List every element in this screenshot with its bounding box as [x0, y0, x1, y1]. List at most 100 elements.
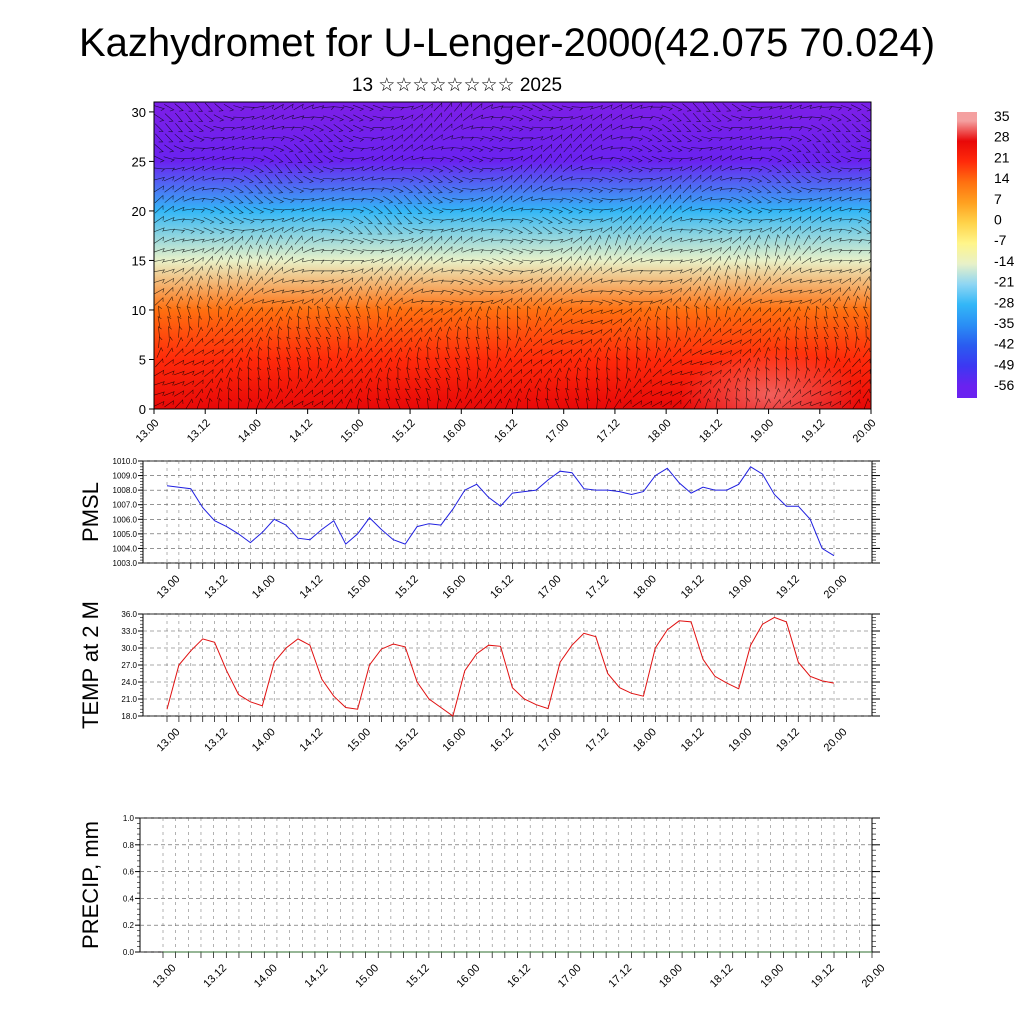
wind-barb	[365, 285, 373, 297]
wind-barb	[554, 367, 562, 379]
wind-barb	[864, 336, 870, 348]
wind-barb	[362, 165, 374, 171]
wind-barb	[184, 102, 194, 112]
wind-barb	[462, 217, 474, 223]
wind-barb	[791, 267, 802, 274]
wind-barb	[552, 349, 563, 356]
wind-barb	[582, 123, 592, 132]
wind-barb	[744, 367, 751, 379]
wind-barb	[243, 115, 255, 120]
wind-barb	[154, 176, 165, 182]
wind-barb	[512, 258, 524, 265]
wind-barb	[731, 145, 743, 151]
wind-barb	[472, 114, 484, 120]
wind-barb	[303, 207, 315, 212]
wind-barb	[611, 135, 623, 141]
wind-barb	[154, 247, 165, 253]
wind-barb	[810, 116, 823, 121]
wind-barb	[815, 305, 820, 318]
wind-barb	[432, 146, 444, 151]
wind-barb	[830, 259, 843, 264]
wind-barb	[750, 116, 763, 121]
wind-barb	[465, 357, 470, 369]
wind-barb	[502, 165, 514, 171]
wind-barb	[432, 267, 444, 274]
wind-barb	[263, 288, 275, 294]
wind-barb	[735, 397, 740, 409]
wind-barb	[821, 124, 832, 132]
wind-barb	[167, 305, 172, 318]
wind-barb	[234, 235, 244, 245]
wind-barb	[611, 147, 624, 152]
wind-barb	[765, 244, 771, 256]
wind-barb	[855, 336, 860, 349]
wind-barb	[504, 388, 512, 399]
wind-barb	[512, 195, 523, 203]
wind-barb	[542, 328, 552, 336]
wind-barb	[731, 135, 743, 141]
x-tick-label: 16.12	[505, 962, 533, 990]
wind-barb	[335, 295, 343, 307]
wind-barb	[512, 155, 524, 161]
wind-barb	[276, 316, 283, 328]
wind-barb	[372, 238, 385, 244]
wind-barb	[423, 103, 433, 111]
wind-barb	[353, 124, 364, 132]
wind-barb	[754, 264, 761, 277]
wind-barb	[543, 174, 552, 183]
wind-barb	[830, 278, 842, 284]
wind-barb	[456, 377, 461, 389]
wind-barb	[794, 315, 801, 328]
wind-barb	[203, 359, 214, 366]
wind-barb	[681, 165, 693, 172]
wind-barb	[337, 346, 342, 359]
wind-barb	[313, 124, 325, 132]
wind-barb	[731, 103, 742, 112]
wind-barb	[783, 388, 791, 399]
wind-barb	[573, 143, 582, 153]
wind-barb	[433, 195, 444, 204]
wind-barb	[364, 357, 373, 368]
wind-barb	[163, 228, 176, 233]
wind-barb	[681, 268, 693, 274]
wind-barb	[462, 227, 474, 232]
wind-barb	[372, 188, 385, 193]
wind-barb	[606, 377, 611, 389]
wind-barb	[712, 378, 722, 388]
wind-barb	[616, 377, 621, 389]
colorbar-label: -42	[994, 336, 1014, 352]
wind-barb	[174, 195, 184, 203]
wind-barb	[601, 176, 614, 183]
wind-barb	[830, 206, 842, 212]
wind-barb	[187, 326, 193, 338]
wind-barb	[185, 112, 193, 123]
wind-barb	[784, 244, 791, 256]
wind-barb	[245, 337, 253, 348]
wind-barb	[822, 154, 831, 163]
wind-barb	[266, 326, 273, 338]
wind-barb	[492, 290, 504, 295]
wind-barb	[850, 259, 863, 264]
wind-barb	[851, 389, 861, 398]
wind-barb	[641, 145, 653, 153]
wind-barb	[373, 155, 384, 162]
wind-barb	[831, 390, 842, 397]
wind-barb	[731, 349, 742, 356]
wind-barb	[643, 214, 652, 225]
wind-barb	[385, 357, 393, 368]
wind-barb	[346, 346, 353, 358]
wind-barb	[721, 237, 732, 243]
wind-barb	[632, 225, 642, 235]
x-tick-label: 13.00	[155, 726, 183, 754]
wind-barb	[284, 256, 294, 265]
wind-barb	[811, 206, 822, 213]
wind-barb	[751, 105, 763, 111]
wind-barb	[651, 115, 663, 122]
wind-barb	[632, 245, 642, 255]
wind-barb	[671, 278, 683, 284]
wind-barb	[193, 349, 204, 356]
wind-barb	[694, 326, 701, 338]
wind-barb	[362, 104, 374, 112]
wind-barb	[403, 287, 413, 296]
x-tick-label: 14.12	[303, 962, 331, 990]
